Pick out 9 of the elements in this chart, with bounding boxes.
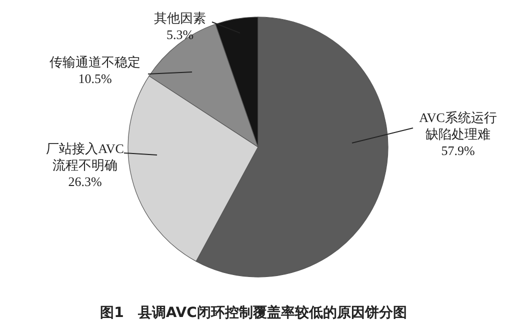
- slice-label: AVC系统运行缺陷处理难: [419, 110, 497, 142]
- slice-label: 其他因素: [154, 10, 206, 26]
- data-label: 57.9%: [441, 143, 475, 158]
- slice-label: 厂站接入AVC流程不明确: [46, 141, 124, 172]
- data-label: 5.3%: [166, 26, 194, 42]
- text: 图1 县调AVC闭环控制覆盖率较低的原因饼分图: [100, 304, 407, 321]
- data-label: 10.5%: [78, 70, 112, 86]
- data-label: 26.3%: [68, 174, 102, 189]
- slice-label: 传输通道不稳定: [50, 54, 140, 70]
